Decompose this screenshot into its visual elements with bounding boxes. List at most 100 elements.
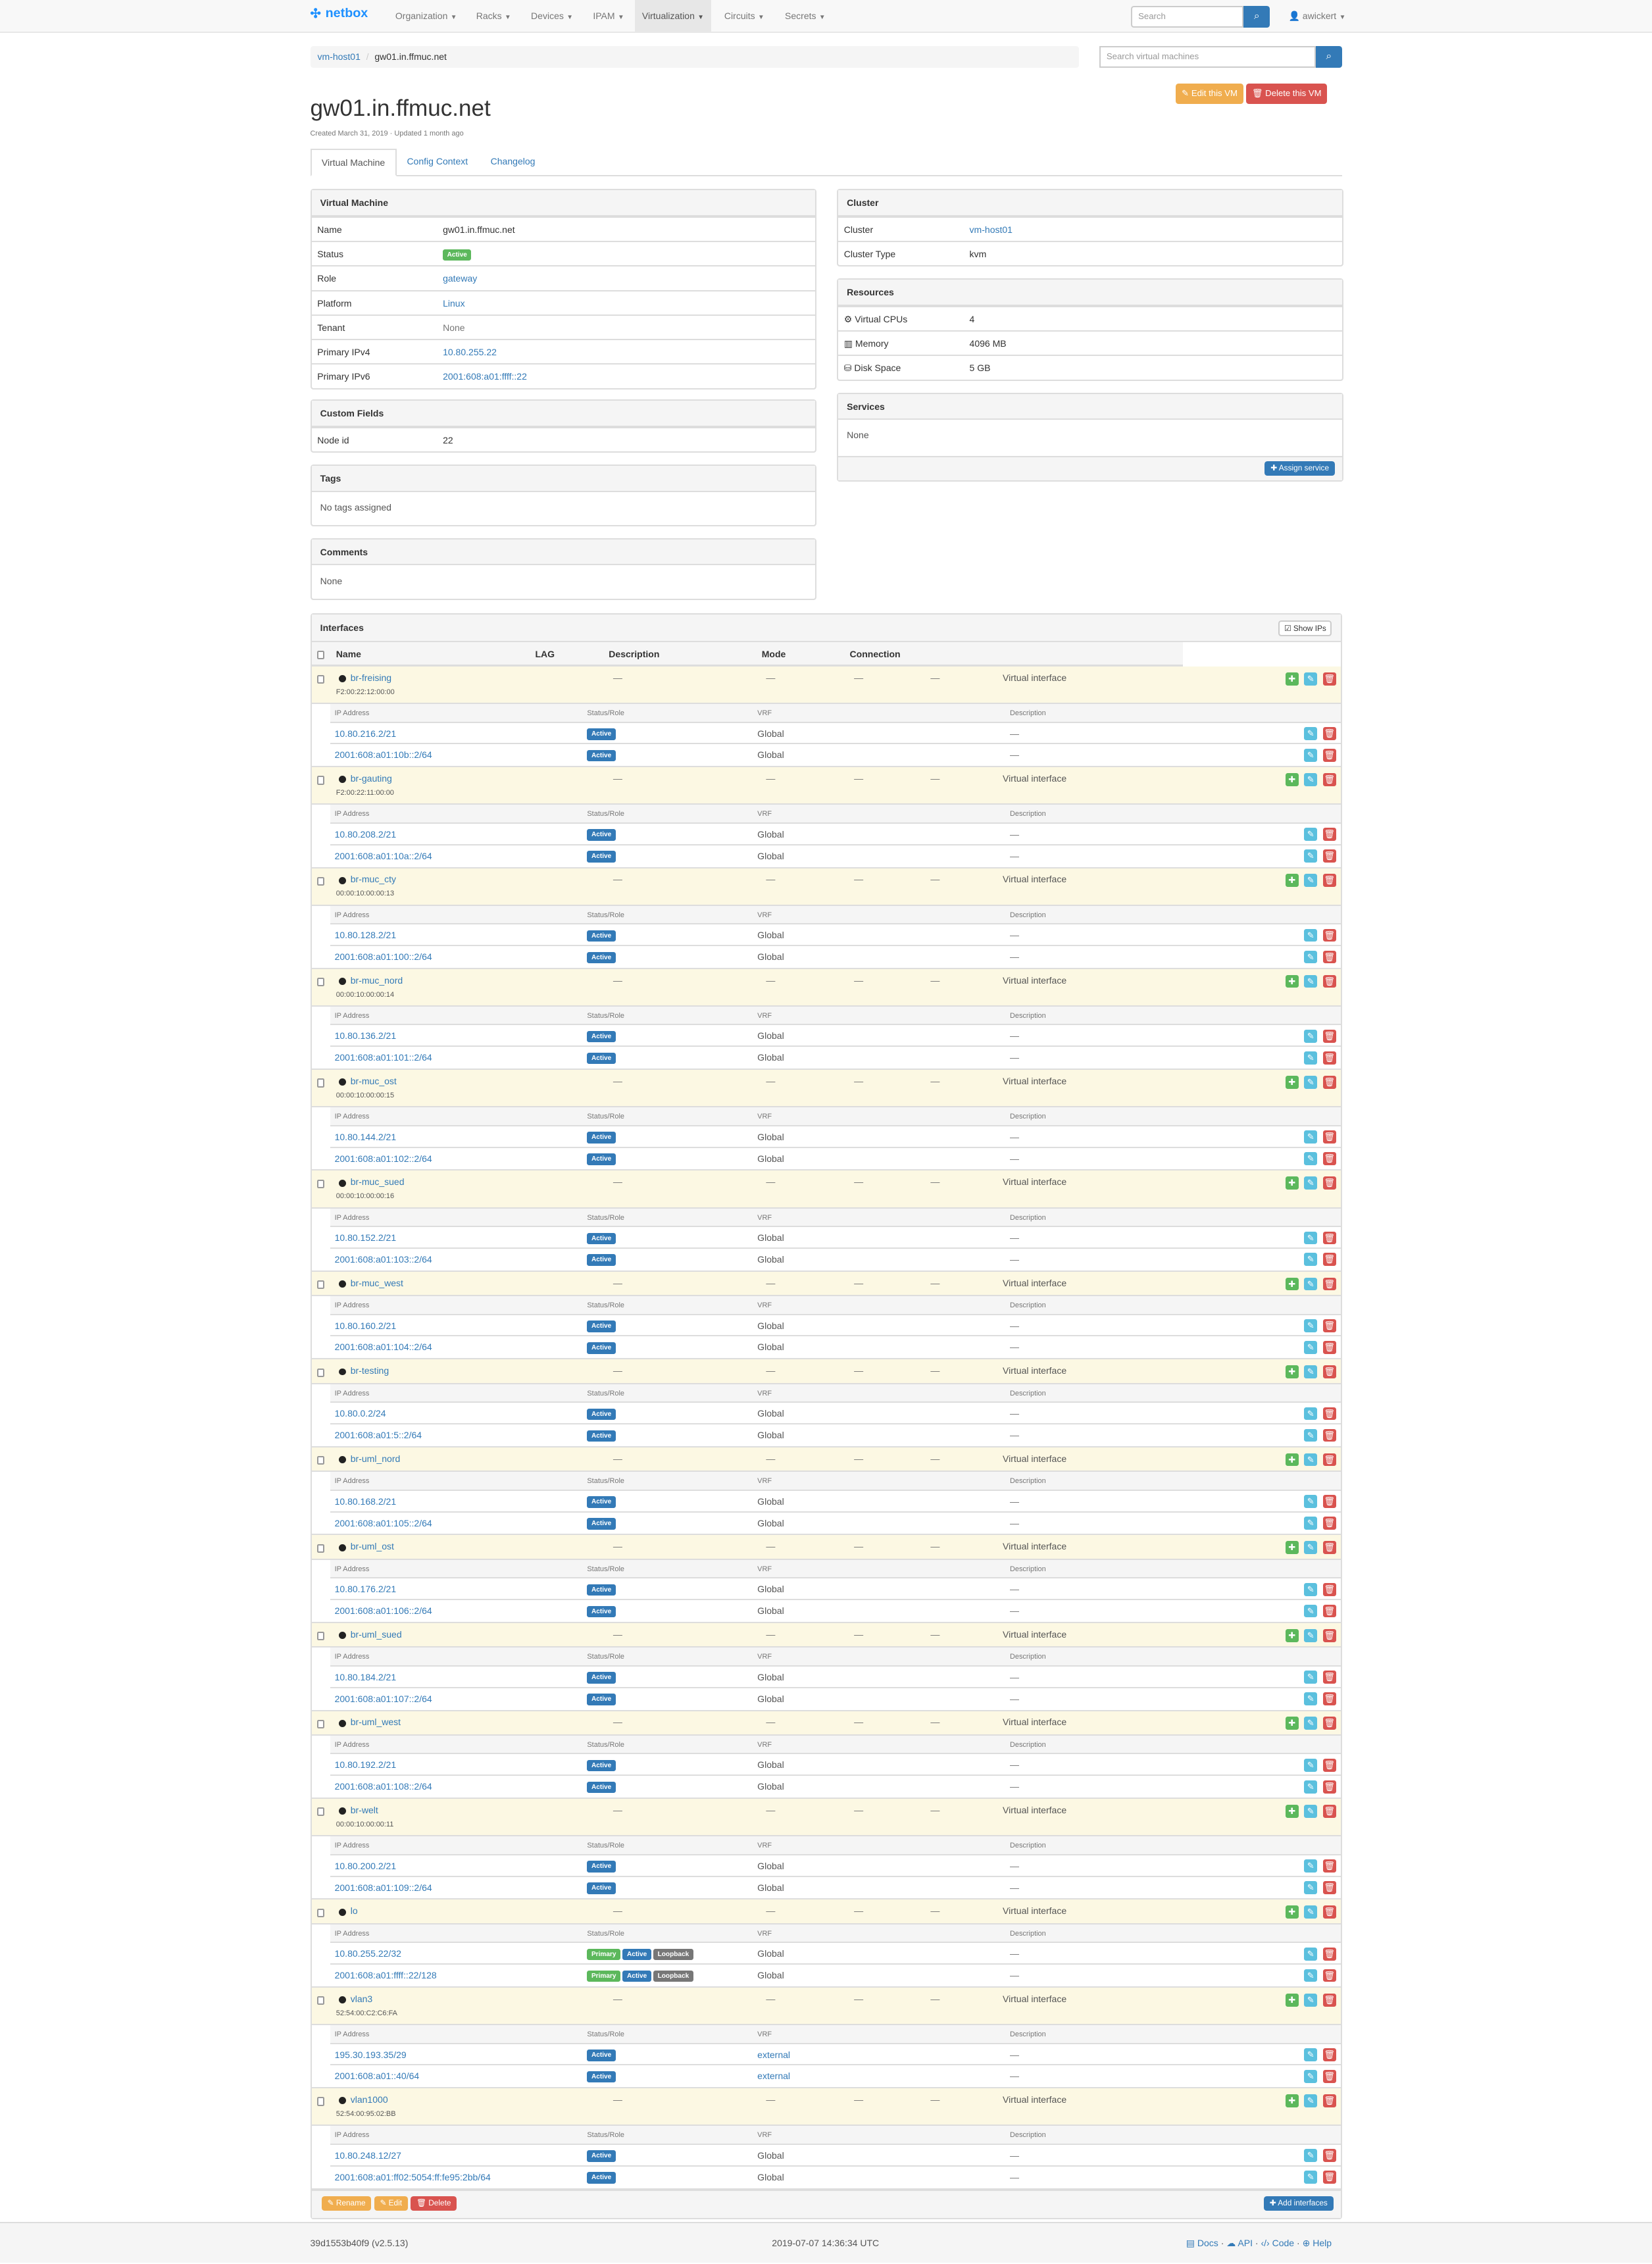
ip-address-link[interactable]: 2001:608:a01:5::2/64 <box>334 1430 422 1441</box>
edit-ip-button[interactable]: ✎ <box>1304 950 1318 964</box>
nav-circuits[interactable]: Circuits ▼ <box>724 11 764 21</box>
vm-search-icon[interactable]: ⌕ <box>1316 46 1342 68</box>
delete-interface-button[interactable]: 🗑 <box>1322 672 1336 686</box>
interface-name-link[interactable]: br-testing <box>350 1365 389 1376</box>
interface-name-link[interactable]: br-muc_cty <box>350 874 397 885</box>
row-checkbox[interactable] <box>317 1807 325 1817</box>
ip-address-link[interactable]: 10.80.144.2/21 <box>334 1131 397 1142</box>
edit-interface-button[interactable]: ✎ <box>1304 1365 1318 1378</box>
add-ip-button[interactable]: ✚ <box>1285 773 1299 786</box>
delete-interface-button[interactable]: 🗑 <box>1322 1905 1336 1919</box>
edit-ip-button[interactable]: ✎ <box>1304 1253 1318 1267</box>
delete-ip-button[interactable]: 🗑 <box>1322 1152 1336 1165</box>
add-ip-button[interactable]: ✚ <box>1285 874 1299 888</box>
edit-ip-button[interactable]: ✎ <box>1304 849 1318 863</box>
delete-ip-button[interactable]: 🗑 <box>1322 1692 1336 1706</box>
ip-address-link[interactable]: 2001:608:a01:109::2/64 <box>334 1882 432 1893</box>
add-ip-button[interactable]: ✚ <box>1285 1717 1299 1730</box>
edit-interface-button[interactable]: ✎ <box>1304 1176 1318 1190</box>
ip-address-link[interactable]: 2001:608:a01:100::2/64 <box>334 951 432 962</box>
ip-address-link[interactable]: 2001:608:a01:108::2/64 <box>334 1781 432 1792</box>
docs-link[interactable]: ▤ Docs <box>1186 2238 1218 2249</box>
delete-interface-button[interactable]: 🗑 <box>1322 773 1336 786</box>
edit-ip-button[interactable]: ✎ <box>1304 1341 1318 1354</box>
delete-interface-button[interactable]: 🗑 <box>1322 974 1336 988</box>
delete-ip-button[interactable]: 🗑 <box>1322 748 1336 762</box>
tab-changelog[interactable]: Changelog <box>490 155 536 166</box>
add-ip-button[interactable]: ✚ <box>1285 1365 1299 1378</box>
edit-vm-button[interactable]: ✎ Edit this VM <box>1176 84 1243 104</box>
edit-interface-button[interactable]: ✎ <box>1304 672 1318 686</box>
delete-ip-button[interactable]: 🗑 <box>1322 1130 1336 1144</box>
ip-address-link[interactable]: 2001:608:a01:102::2/64 <box>334 1153 432 1164</box>
ip-address-link[interactable]: 10.80.192.2/21 <box>334 1759 397 1771</box>
delete-interface-button[interactable]: 🗑 <box>1322 2094 1336 2107</box>
row-checkbox[interactable] <box>317 1719 325 1728</box>
ip-address-link[interactable]: 10.80.0.2/24 <box>334 1408 386 1419</box>
delete-interface-button[interactable]: 🗑 <box>1322 1541 1336 1554</box>
edit-ip-button[interactable]: ✎ <box>1304 2048 1318 2061</box>
delete-ip-button[interactable]: 🗑 <box>1322 2048 1336 2061</box>
row-checkbox[interactable] <box>317 675 325 684</box>
edit-ip-button[interactable]: ✎ <box>1304 1029 1318 1043</box>
search-icon[interactable]: ⌕ <box>1243 5 1270 28</box>
interface-name-link[interactable]: br-muc_ost <box>350 1075 397 1086</box>
add-ip-button[interactable]: ✚ <box>1285 1176 1299 1190</box>
delete-ip-button[interactable]: 🗑 <box>1322 1428 1336 1442</box>
show-ips-toggle[interactable]: ☑ Show IPs <box>1278 620 1332 636</box>
delete-ip-button[interactable]: 🗑 <box>1322 1051 1336 1065</box>
nav-ipam[interactable]: IPAM ▼ <box>593 11 624 21</box>
edit-interface-button[interactable]: ✎ <box>1304 1628 1318 1642</box>
edit-ip-button[interactable]: ✎ <box>1304 1582 1318 1596</box>
edit-interface-button[interactable]: ✎ <box>1304 1277 1318 1291</box>
breadcrumb-cluster[interactable]: vm-host01 <box>317 51 361 63</box>
edit-ip-button[interactable]: ✎ <box>1304 1495 1318 1508</box>
delete-ip-button[interactable]: 🗑 <box>1322 1947 1336 1961</box>
delete-ip-button[interactable]: 🗑 <box>1322 928 1336 942</box>
ip-address-link[interactable]: 2001:608:a01:107::2/64 <box>334 1693 432 1704</box>
delete-interface-button[interactable]: 🗑 <box>1322 1717 1336 1730</box>
edit-ip-button[interactable]: ✎ <box>1304 928 1318 942</box>
edit-ip-button[interactable]: ✎ <box>1304 1407 1318 1421</box>
delete-interface-button[interactable]: 🗑 <box>1322 1277 1336 1291</box>
platform-link[interactable]: Linux <box>443 297 465 309</box>
row-checkbox[interactable] <box>317 1908 325 1917</box>
add-ip-button[interactable]: ✚ <box>1285 974 1299 988</box>
interface-name-link[interactable]: br-welt <box>350 1804 378 1815</box>
add-ip-button[interactable]: ✚ <box>1285 1905 1299 1919</box>
row-checkbox[interactable] <box>317 876 325 886</box>
row-checkbox[interactable] <box>317 2097 325 2106</box>
delete-interface-button[interactable]: 🗑 <box>1322 1176 1336 1190</box>
vrf-link[interactable]: external <box>757 2049 791 2060</box>
ip-address-link[interactable]: 10.80.248.12/27 <box>334 2150 401 2161</box>
add-ip-button[interactable]: ✚ <box>1285 1628 1299 1642</box>
vrf-link[interactable]: external <box>757 2071 791 2082</box>
ip-address-link[interactable]: 10.80.216.2/21 <box>334 728 397 739</box>
ip-address-link[interactable]: 10.80.200.2/21 <box>334 1860 397 1871</box>
delete-ip-button[interactable]: 🗑 <box>1322 849 1336 863</box>
add-ip-button[interactable]: ✚ <box>1285 1277 1299 1291</box>
delete-ip-button[interactable]: 🗑 <box>1322 1253 1336 1267</box>
delete-button[interactable]: 🗑 Delete <box>411 2196 457 2211</box>
edit-ip-button[interactable]: ✎ <box>1304 1780 1318 1794</box>
edit-ip-button[interactable]: ✎ <box>1304 1859 1318 1873</box>
add-ip-button[interactable]: ✚ <box>1285 672 1299 686</box>
edit-ip-button[interactable]: ✎ <box>1304 1758 1318 1772</box>
row-checkbox[interactable] <box>317 1280 325 1290</box>
delete-ip-button[interactable]: 🗑 <box>1322 727 1336 740</box>
interface-name-link[interactable]: br-muc_nord <box>350 974 403 986</box>
ip-address-link[interactable]: 195.30.193.35/29 <box>334 2049 407 2060</box>
edit-ip-button[interactable]: ✎ <box>1304 1152 1318 1165</box>
delete-interface-button[interactable]: 🗑 <box>1322 1804 1336 1818</box>
edit-interface-button[interactable]: ✎ <box>1304 1717 1318 1730</box>
add-ip-button[interactable]: ✚ <box>1285 1541 1299 1554</box>
delete-ip-button[interactable]: 🗑 <box>1322 2070 1336 2083</box>
edit-interface-button[interactable]: ✎ <box>1304 1905 1318 1919</box>
cluster-link[interactable]: vm-host01 <box>969 224 1013 235</box>
ip-address-link[interactable]: 10.80.176.2/21 <box>334 1584 397 1595</box>
nav-devices[interactable]: Devices ▼ <box>531 11 574 21</box>
nav-organization[interactable]: Organization ▼ <box>395 11 457 21</box>
delete-interface-button[interactable]: 🗑 <box>1322 1628 1336 1642</box>
ip-address-link[interactable]: 2001:608:a01:103::2/64 <box>334 1253 432 1265</box>
row-checkbox[interactable] <box>317 1368 325 1377</box>
